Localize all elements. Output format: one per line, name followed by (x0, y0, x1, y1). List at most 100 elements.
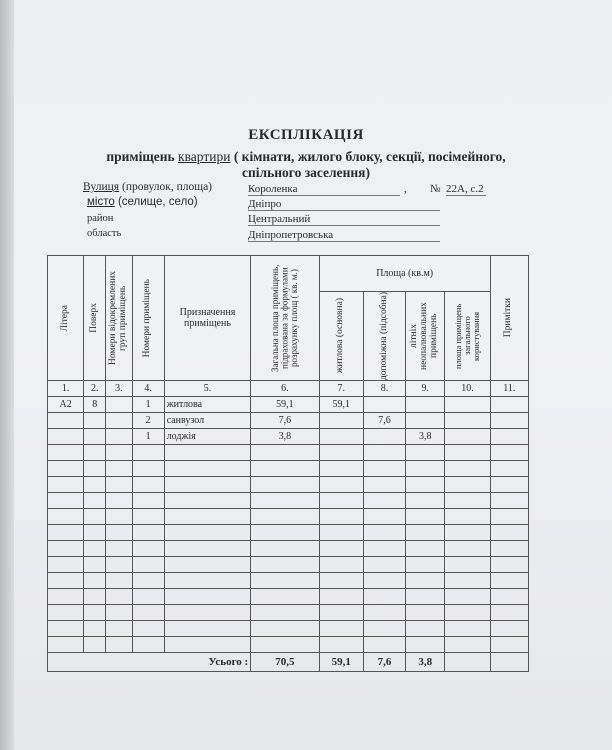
table-cell (163, 508, 252, 526)
table-cell (131, 556, 165, 574)
column-number: 3. (105, 380, 133, 398)
table-cell (46, 620, 85, 638)
table-cell (46, 524, 85, 542)
header-room-numbers: Номери приміщень (131, 254, 165, 382)
comma-separator: , (404, 183, 407, 195)
table-cell (318, 540, 364, 558)
street-value: Короленка (248, 183, 400, 196)
table-cell (131, 540, 165, 558)
table-cell (131, 524, 165, 542)
column-number: 6. (250, 380, 320, 398)
table-cell: житлова (163, 396, 252, 414)
table-cell (163, 492, 252, 510)
table-cell (131, 492, 165, 510)
table-cell (318, 492, 364, 510)
table-cell (163, 460, 252, 478)
table-cell (83, 572, 107, 590)
table-cell (444, 508, 491, 526)
total-notes (489, 652, 530, 673)
table-cell: 7,6 (362, 412, 407, 430)
table-cell (250, 572, 320, 590)
table-cell (405, 572, 446, 590)
empty-row (46, 588, 530, 606)
table-cell (489, 540, 530, 558)
table-cell (318, 524, 364, 542)
column-number: 1. (46, 380, 85, 398)
table-cell (83, 412, 107, 430)
district-label: район (87, 213, 114, 224)
column-number: 9. (405, 380, 446, 398)
table-cell (83, 556, 107, 574)
table-cell (318, 508, 364, 526)
table-cell (489, 604, 530, 622)
table-cell (489, 572, 530, 590)
table-cell: санвузол (163, 412, 252, 430)
table-cell (83, 428, 107, 446)
table-cell: лоджія (163, 428, 252, 446)
table-cell (444, 460, 491, 478)
table-cell (362, 588, 407, 606)
table-row: 2 санвузол 7,6 7,6 (46, 412, 530, 430)
column-number: 11. (489, 380, 530, 398)
header-litera: Літера (46, 254, 85, 382)
table-cell (318, 444, 364, 462)
explication-table: Літера Поверх Номери відокремлених груп … (46, 254, 530, 673)
empty-row (46, 508, 530, 526)
table-cell (405, 460, 446, 478)
table-cell (163, 620, 252, 638)
table-cell (362, 460, 407, 478)
table-cell (489, 444, 530, 462)
empty-row (46, 620, 530, 638)
table-cell (489, 620, 530, 638)
table-cell (250, 508, 320, 526)
table-cell (405, 396, 446, 414)
total-common (444, 652, 491, 673)
table-cell (444, 412, 491, 430)
table-cell (105, 636, 133, 654)
table-cell (105, 620, 133, 638)
table-cell (46, 572, 85, 590)
table-cell (83, 460, 107, 478)
table-cell (163, 444, 252, 462)
subtitle-line2: спільного заселення) (242, 165, 370, 180)
table-cell (362, 636, 407, 654)
document-subtitle: приміщень квартири ( кімнати, жилого бло… (0, 149, 612, 165)
empty-row (46, 524, 530, 542)
street-label: Вулиця (провулок, площа) (83, 181, 213, 193)
table-row: А2 8 1 житлова 59,1 59,1 (46, 396, 530, 414)
column-number: 10. (444, 380, 491, 398)
table-cell (405, 508, 446, 526)
table-cell (46, 428, 85, 446)
table-cell (105, 476, 133, 494)
header-notes: Примітки (489, 254, 530, 382)
table-cell (362, 396, 407, 414)
region-value: Дніпропетровська (248, 229, 440, 242)
table-cell (362, 572, 407, 590)
number-label: № (430, 183, 441, 195)
table-cell (46, 460, 85, 478)
table-cell (444, 588, 491, 606)
table-cell (444, 556, 491, 574)
table-cell (489, 476, 530, 494)
table-cell (362, 540, 407, 558)
empty-row (46, 556, 530, 574)
total-living: 59,1 (318, 652, 364, 673)
empty-row (46, 460, 530, 478)
table-cell (405, 492, 446, 510)
column-numbers-row: 1. 2. 3. 4. 5. 6. 7. 8. 9. 10. 11. (46, 380, 530, 398)
subtitle-prefix: приміщень (106, 149, 175, 164)
table-cell (489, 492, 530, 510)
table-cell (362, 524, 407, 542)
table-cell: 2 (131, 412, 165, 430)
table-cell (318, 476, 364, 494)
table-cell (163, 604, 252, 622)
table-cell (46, 588, 85, 606)
table-cell (318, 636, 364, 654)
table-cell (83, 620, 107, 638)
table-cell (250, 444, 320, 462)
table-cell (489, 508, 530, 526)
empty-row (46, 540, 530, 558)
total-area: 70,5 (250, 652, 320, 673)
table-cell (131, 460, 165, 478)
table-cell: 1 (131, 428, 165, 446)
